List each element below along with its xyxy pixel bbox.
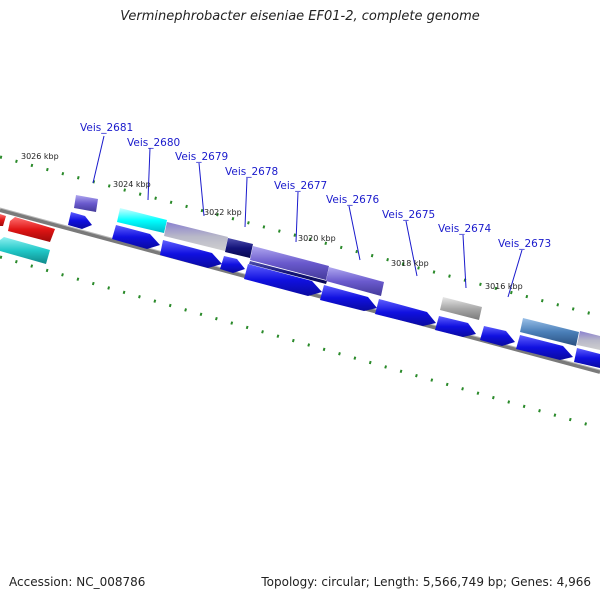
gene-veis-2678[interactable]	[225, 238, 253, 258]
gene-left-edge-red[interactable]	[0, 214, 6, 226]
gene-veis-2673[interactable]	[520, 318, 579, 346]
gene-label[interactable]: Veis_2675	[382, 209, 435, 221]
gene-veis-2679[interactable]	[164, 222, 228, 251]
gene-label[interactable]: Veis_2673	[498, 238, 551, 250]
gene-cyan-left[interactable]	[0, 237, 50, 264]
gene-veis-2674[interactable]	[440, 297, 482, 320]
gene-blue-g[interactable]	[375, 299, 436, 326]
gene-blue-i[interactable]	[480, 326, 515, 346]
gene-labels: Veis_2681 Veis_2680 Veis_2679 Veis_2678 …	[80, 122, 551, 250]
forward-strand-genes	[0, 195, 600, 350]
gene-right-edge-forward[interactable]	[577, 331, 600, 350]
gene-blue-b[interactable]	[112, 225, 160, 249]
gene-blue-c[interactable]	[160, 240, 222, 268]
gene-label[interactable]: Veis_2674	[438, 223, 492, 235]
leader-veis-2679	[198, 162, 205, 217]
leader-veis-2677	[295, 191, 299, 243]
gene-blue-d[interactable]	[220, 256, 245, 273]
leader-veis-2674	[462, 234, 467, 289]
gene-blue-j[interactable]	[516, 335, 573, 360]
kbp-label: 3026 kbp	[21, 152, 59, 161]
gene-blue-k[interactable]	[574, 348, 600, 368]
gene-blue-e[interactable]	[244, 264, 322, 296]
leader-veis-2680	[147, 147, 151, 201]
leader-veis-2681	[92, 135, 105, 184]
leader-veis-2673	[507, 249, 523, 298]
gene-veis-2677[interactable]	[250, 246, 329, 280]
map-title: Verminephrobacter eiseniae EF01-2, compl…	[120, 9, 480, 24]
gene-label[interactable]: Veis_2676	[326, 194, 380, 206]
near-backbone-genes	[0, 212, 600, 368]
kbp-label: 3018 kbp	[391, 259, 429, 268]
gene-blue-h[interactable]	[435, 316, 476, 337]
gene-blue-f[interactable]	[320, 285, 377, 311]
gene-blue-a[interactable]	[68, 212, 92, 229]
gene-leader-lines	[92, 135, 523, 298]
kbp-label: 3024 kbp	[113, 180, 151, 189]
kbp-label: 3016 kbp	[485, 282, 523, 291]
gene-label[interactable]: Veis_2677	[274, 180, 327, 192]
kbp-label: 3022 kbp	[204, 208, 242, 217]
gene-label[interactable]: Veis_2678	[225, 166, 278, 178]
kbp-label: 3020 kbp	[298, 234, 336, 243]
genome-summary-text: Topology: circular; Length: 5,566,749 bp…	[261, 575, 591, 589]
gene-veis-2681[interactable]	[74, 195, 98, 212]
gene-veis-2680[interactable]	[117, 208, 167, 233]
leader-veis-2675	[405, 220, 418, 277]
leader-veis-2676	[348, 205, 361, 261]
kbp-labels: 3026 kbp 3024 kbp 3022 kbp 3020 kbp 3018…	[21, 152, 523, 291]
gene-veis-2677-inner	[249, 261, 327, 284]
gene-label[interactable]: Veis_2681	[80, 122, 133, 134]
leader-veis-2678	[244, 177, 248, 228]
gene-label[interactable]: Veis_2679	[175, 151, 228, 163]
gene-label[interactable]: Veis_2680	[127, 137, 180, 149]
gene-red-forward[interactable]	[8, 217, 55, 242]
gene-veis-2676[interactable]	[326, 267, 384, 296]
accession-text: Accession: NC_008786	[9, 575, 146, 589]
